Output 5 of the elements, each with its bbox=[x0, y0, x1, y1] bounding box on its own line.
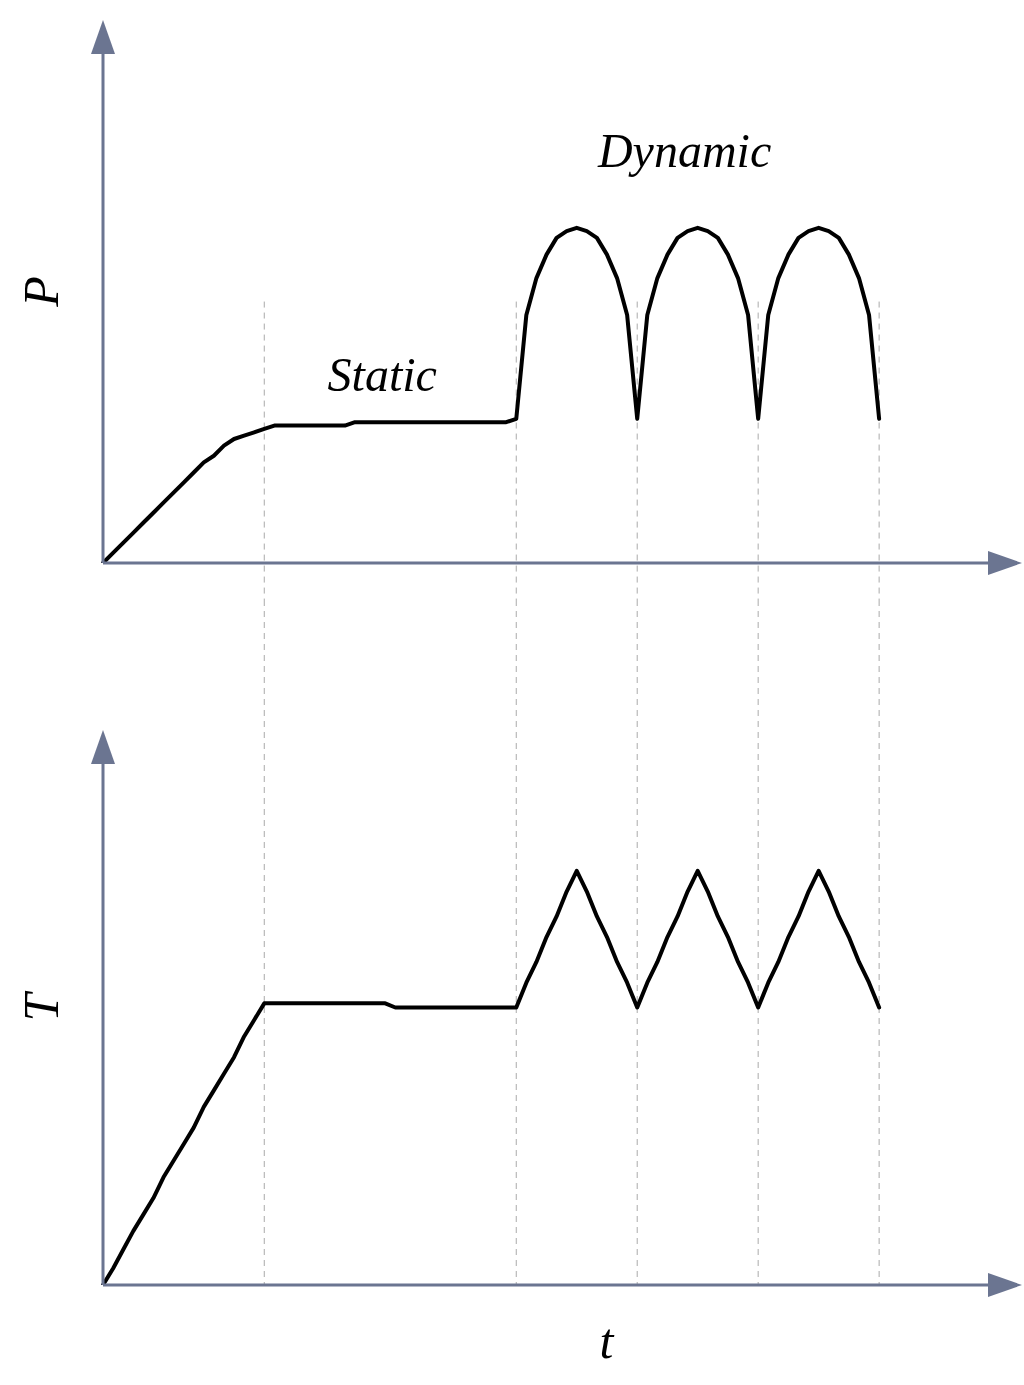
y-axis-title: P bbox=[13, 276, 70, 308]
annotation: Static bbox=[327, 348, 437, 402]
text: Dynamic bbox=[596, 123, 772, 177]
x-axis-title: t bbox=[599, 1313, 615, 1370]
y-axis-title: T bbox=[13, 990, 70, 1022]
